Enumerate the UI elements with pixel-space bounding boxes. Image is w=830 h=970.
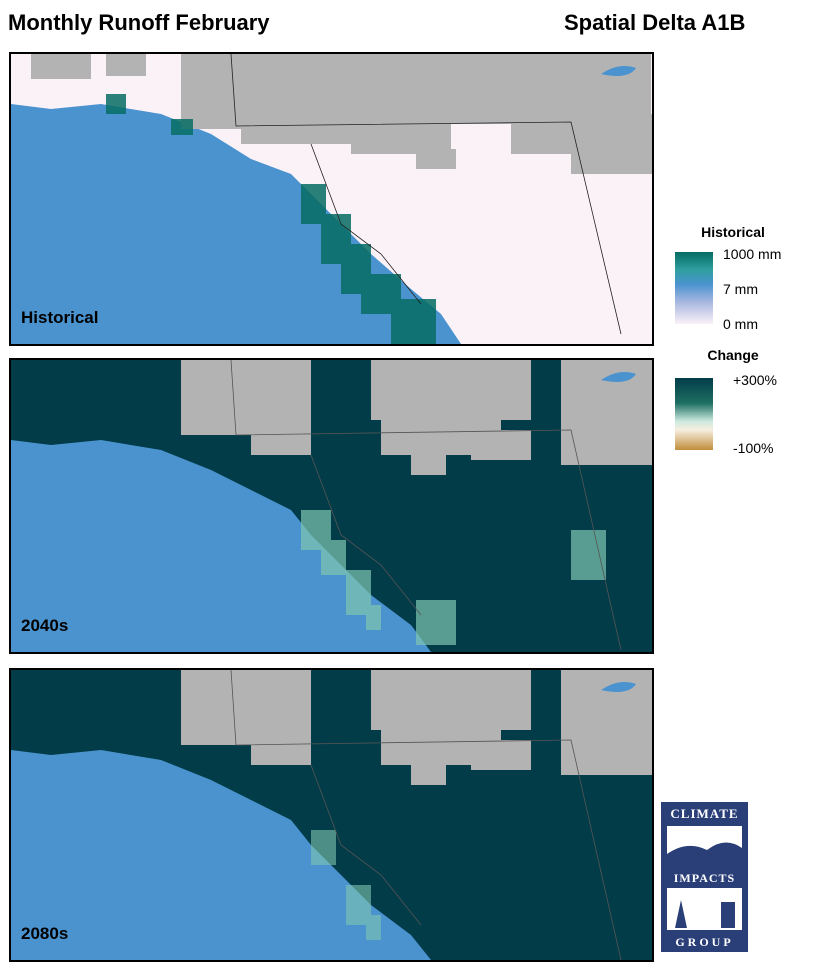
legend-change-title: Change <box>707 347 759 363</box>
panel-label-2080s: 2080s <box>21 924 69 943</box>
legend-historical-title: Historical <box>701 224 765 240</box>
legend-change-bar <box>675 378 713 450</box>
map-historical <box>11 54 652 344</box>
climate-impacts-group-logo: CLIMATE IMPACTS GROUP <box>661 802 748 952</box>
panel-label-historical: Historical <box>21 308 99 327</box>
logo-line-1: CLIMATE <box>670 806 738 821</box>
nodata-region <box>31 54 652 174</box>
legend-historical-bar <box>675 252 713 324</box>
figure-title: Monthly Runoff February <box>8 10 270 35</box>
map-panel-historical: Historical <box>9 52 654 346</box>
legend-historical-tick-max: 1000 mm <box>723 246 782 262</box>
lake <box>601 682 636 692</box>
ocean-region <box>11 440 431 652</box>
legend-change-tick-min: -100% <box>733 440 774 456</box>
map-panel-2080s: 2080s <box>9 668 654 962</box>
scenario-title: Spatial Delta A1B <box>564 10 746 35</box>
lake <box>601 66 636 76</box>
moderate-change-coast <box>301 510 606 645</box>
borders <box>230 670 622 960</box>
map-panel-2040s: 2040s <box>9 358 654 654</box>
borders <box>230 360 622 651</box>
high-runoff-coast <box>106 94 436 344</box>
map-2080s <box>11 670 652 960</box>
map-2040s <box>11 360 652 652</box>
logo-graphic: CLIMATE IMPACTS GROUP <box>661 802 748 952</box>
legend-historical-tick-mid: 7 mm <box>723 281 758 297</box>
panel-label-2040s: 2040s <box>21 616 69 635</box>
ocean-region <box>11 750 431 960</box>
borders <box>230 54 622 335</box>
legend-historical-tick-min: 0 mm <box>723 316 758 332</box>
legend-change-tick-max: +300% <box>733 372 777 388</box>
lake <box>601 372 636 382</box>
logo-line-2: IMPACTS <box>674 871 735 885</box>
moderate-change-coast <box>311 830 381 940</box>
logo-line-3: GROUP <box>675 935 733 949</box>
